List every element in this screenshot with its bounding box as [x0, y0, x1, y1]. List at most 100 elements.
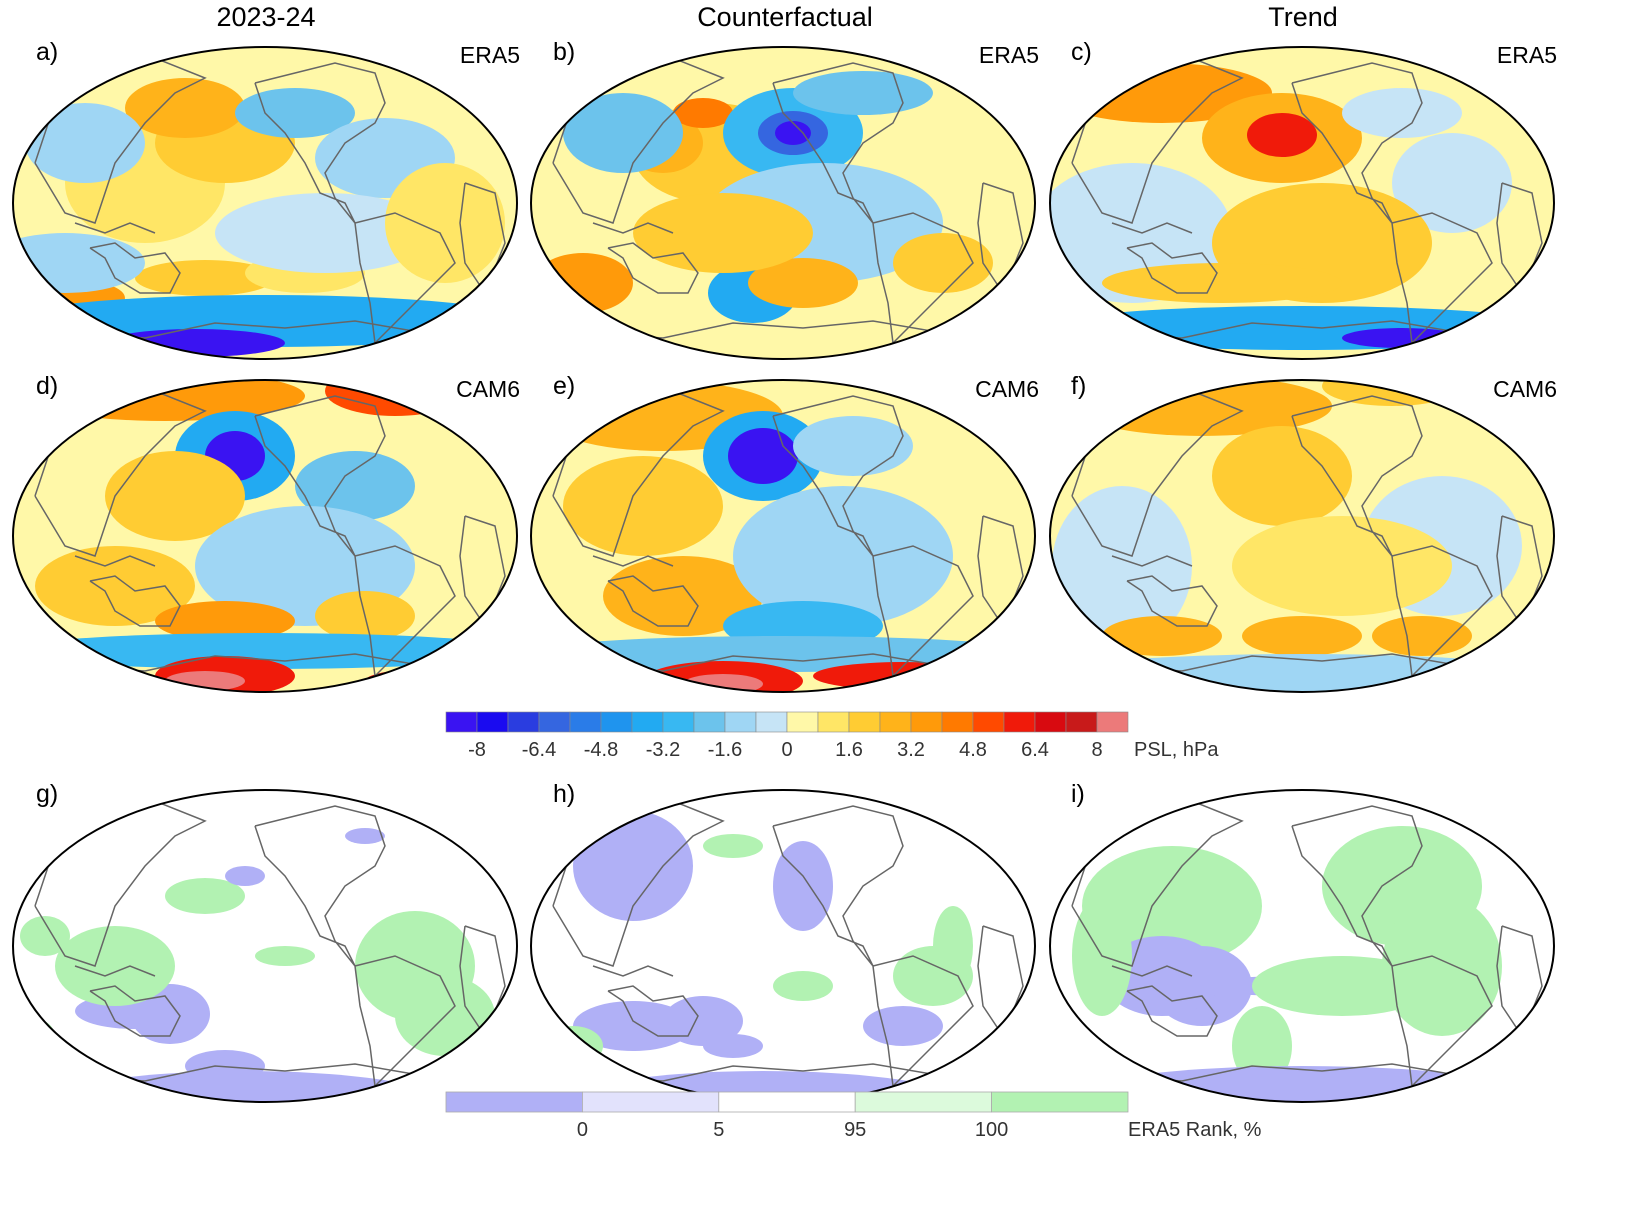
field-contour	[773, 841, 833, 931]
field-contour	[165, 878, 245, 914]
map-border	[11, 379, 519, 693]
field-contour	[215, 193, 435, 273]
psl-colorbar-bin	[693, 711, 726, 733]
field-contour	[105, 451, 245, 541]
psl-colorbar-tick-label: 4.8	[959, 739, 987, 761]
field-contour	[1247, 113, 1317, 157]
map-border	[11, 46, 519, 360]
map-panel-1	[531, 47, 1035, 359]
rank-colorbar-bin	[582, 1091, 720, 1113]
psl-colorbar-bin	[445, 711, 478, 733]
field-contour	[573, 1001, 693, 1051]
psl-colorbar-tick-label: 6.4	[1021, 739, 1049, 761]
psl-colorbar-tick-label: -8	[468, 739, 486, 761]
coastline	[1291, 805, 1423, 967]
rank-colorbar-bin	[445, 1091, 583, 1113]
rank-colorbar-tick-label: 100	[975, 1119, 1008, 1141]
field-contour	[748, 258, 858, 308]
coastline	[1111, 222, 1193, 234]
psl-colorbar-tick-label: -1.6	[708, 739, 742, 761]
coastline	[607, 985, 699, 1037]
panel-label-b: b)	[553, 38, 576, 66]
psl-colorbar-bin	[724, 711, 757, 733]
map-panel-5	[1050, 380, 1554, 692]
rank-colorbar-label: ERA5 Rank, %	[1128, 1119, 1262, 1141]
field-contour	[673, 98, 733, 128]
field-contour	[225, 866, 265, 886]
map-border	[11, 789, 519, 1103]
field-contour	[893, 233, 993, 293]
psl-colorbar-bin	[972, 711, 1005, 733]
field-contour	[1212, 426, 1352, 526]
field-contour	[155, 601, 295, 641]
field-contour	[663, 996, 743, 1046]
coastline	[1111, 965, 1193, 977]
psl-colorbar-tick-label: -4.8	[584, 739, 618, 761]
coastline	[1126, 242, 1218, 294]
source-label-d: CAM6	[456, 376, 520, 402]
coastline	[354, 545, 456, 678]
psl-colorbar-bin	[786, 711, 819, 733]
panel-label-a: a)	[36, 38, 59, 66]
psl-colorbar-bin	[1003, 711, 1036, 733]
psl-colorbar-bin	[476, 711, 509, 733]
coastline	[254, 805, 386, 967]
field-contour	[135, 260, 275, 296]
coastline	[1391, 955, 1493, 1088]
psl-colorbar-bin	[1065, 711, 1098, 733]
field-contour	[1232, 1006, 1292, 1086]
panel-label-f: f)	[1071, 372, 1087, 400]
field-contour	[728, 428, 798, 484]
column-title-trend: Trend	[1268, 2, 1338, 32]
coastline	[772, 395, 904, 557]
coastline	[354, 212, 456, 345]
psl-colorbar-bin	[817, 711, 850, 733]
source-label-e: CAM6	[975, 376, 1039, 402]
coastline	[772, 805, 904, 967]
psl-colorbar-bin	[600, 711, 633, 733]
coastline	[1126, 985, 1218, 1037]
coastline	[872, 212, 974, 345]
coastline	[74, 222, 156, 234]
field-contour	[703, 1034, 763, 1058]
coastline	[1391, 545, 1493, 678]
coastline	[1291, 395, 1423, 557]
source-label-a: ERA5	[459, 42, 520, 68]
psl-colorbar-bin	[879, 711, 912, 733]
coastline	[772, 62, 904, 224]
coastline	[89, 985, 181, 1037]
psl-colorbar-tick-label: -6.4	[522, 739, 556, 761]
psl-colorbar-tick-label: 1.6	[835, 739, 863, 761]
rank-colorbar-bin	[718, 1091, 856, 1113]
rank-colorbar-bin	[854, 1091, 993, 1113]
coastline	[254, 395, 386, 557]
map-border	[1048, 789, 1556, 1103]
field-contour	[573, 811, 693, 921]
coastline	[1111, 555, 1193, 567]
map-border	[529, 789, 1037, 1103]
field-contour	[345, 828, 385, 844]
coastline	[607, 575, 699, 627]
field-contour	[793, 416, 913, 476]
source-label-c: ERA5	[1496, 42, 1557, 68]
field-contour	[385, 163, 505, 283]
panel-label-d: d)	[36, 372, 59, 400]
field-contour	[1242, 616, 1362, 656]
field-contour	[235, 88, 355, 138]
field-contour	[1392, 133, 1512, 233]
field-contour	[733, 486, 953, 626]
panel-label-e: e)	[553, 372, 576, 400]
coastline	[89, 575, 181, 627]
psl-colorbar-bin	[631, 711, 664, 733]
field-contour	[793, 71, 933, 115]
psl-colorbar-bin	[910, 711, 943, 733]
psl-colorbar-tick-label: 8	[1091, 739, 1102, 761]
coastline	[74, 555, 156, 567]
map-border	[1048, 379, 1556, 693]
field-contour	[20, 916, 70, 956]
psl-colorbar-bin	[662, 711, 695, 733]
field-contour	[1372, 616, 1472, 656]
map-border	[529, 46, 1037, 360]
psl-colorbar-tick-label: 0	[781, 739, 792, 761]
